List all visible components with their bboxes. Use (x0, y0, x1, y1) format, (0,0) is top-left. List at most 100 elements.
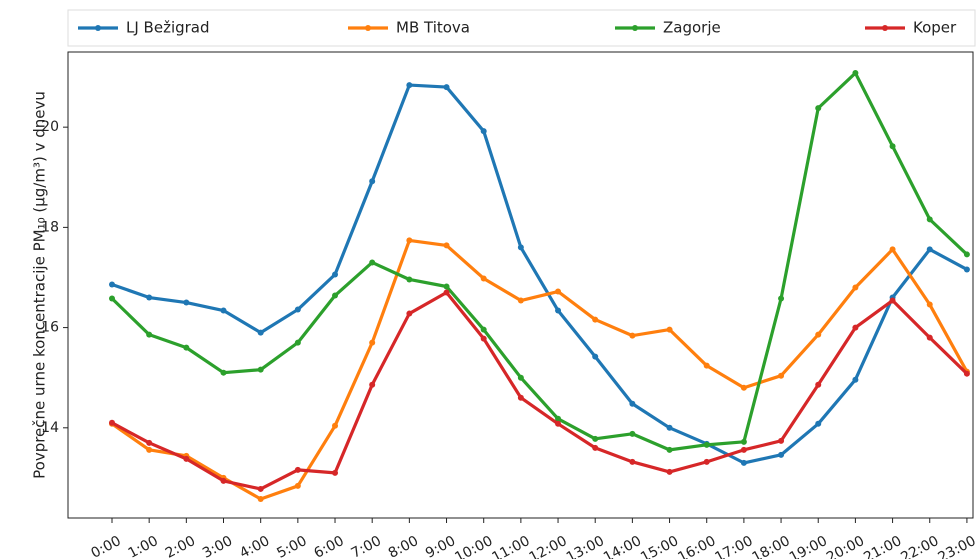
data-point (109, 281, 115, 288)
data-point (517, 394, 524, 401)
x-tick-label: 17:00 (712, 533, 755, 559)
data-point (926, 334, 933, 341)
data-point (703, 458, 710, 465)
series-line (111, 83, 968, 465)
plot-frame (67, 51, 974, 519)
data-point (778, 372, 785, 379)
data-point (517, 244, 524, 251)
data-point (666, 446, 673, 453)
legend-marker (365, 25, 371, 31)
legend-marker (882, 25, 888, 31)
series-line (111, 290, 969, 491)
data-point (406, 310, 413, 317)
data-point (629, 430, 636, 437)
x-tick-label: 2:00 (163, 533, 198, 559)
data-point (703, 441, 710, 448)
data-point (889, 143, 896, 150)
data-point (815, 381, 822, 388)
x-tick-label: 7:00 (349, 533, 384, 559)
data-point (257, 485, 264, 492)
data-point (517, 297, 524, 304)
x-tick-label: 22:00 (898, 533, 941, 559)
data-point (109, 295, 115, 302)
x-tick-label: 1:00 (126, 533, 161, 559)
data-point (592, 353, 599, 360)
x-tick-label: 19:00 (787, 533, 830, 559)
data-point (146, 294, 153, 301)
data-point (963, 370, 970, 377)
data-point (443, 283, 450, 290)
data-point (517, 374, 524, 381)
data-point (406, 237, 413, 244)
data-point (926, 246, 933, 253)
data-point (332, 469, 339, 476)
data-point (778, 295, 785, 302)
data-point (369, 259, 376, 266)
data-point (852, 324, 859, 331)
series-line (110, 71, 969, 452)
data-point (294, 482, 301, 489)
data-point (443, 242, 450, 249)
series-line (111, 238, 969, 501)
data-point (740, 438, 747, 445)
data-point (332, 271, 339, 278)
data-point (740, 446, 747, 453)
data-point (666, 468, 673, 475)
legend-label: LJ Bežigrad (126, 19, 210, 37)
x-tick-label: 3:00 (200, 533, 235, 559)
x-tick-label: 21:00 (861, 533, 904, 559)
data-point (778, 451, 785, 458)
data-point (852, 376, 859, 383)
data-point (220, 477, 227, 484)
data-point (740, 384, 747, 391)
y-tick-label: 16 (41, 320, 59, 336)
data-point (443, 289, 450, 296)
y-axis-label: Povprečne urne koncentracije PM₁₀ (µg/m³… (31, 91, 49, 479)
data-point (592, 435, 599, 442)
data-point (963, 266, 970, 273)
data-point (592, 316, 599, 323)
data-point (592, 444, 599, 451)
x-tick-label: 16:00 (675, 533, 718, 559)
data-point (369, 381, 376, 388)
x-tick-label: 8:00 (386, 533, 421, 559)
data-point (629, 332, 636, 339)
data-point (815, 420, 822, 427)
data-point (146, 331, 153, 338)
x-tick-label: 13:00 (564, 533, 607, 559)
legend-label: Koper (913, 19, 957, 37)
data-point (555, 307, 562, 314)
x-tick-label: 10:00 (452, 533, 495, 559)
data-point (109, 419, 115, 426)
data-point (406, 82, 413, 89)
data-point (555, 420, 562, 427)
legend-box (67, 9, 976, 47)
data-point (257, 495, 264, 502)
data-point (852, 70, 859, 77)
data-point (480, 326, 487, 333)
data-point (740, 459, 747, 466)
x-tick-label: 6:00 (311, 533, 346, 559)
data-point (294, 306, 301, 313)
data-point (183, 299, 190, 306)
data-point (257, 329, 264, 336)
data-point (294, 339, 301, 346)
x-tick-label: 4:00 (237, 533, 272, 559)
data-point (852, 284, 859, 291)
x-tick-label: 5:00 (274, 533, 309, 559)
data-point (666, 326, 673, 333)
data-point (183, 455, 190, 462)
data-point (555, 415, 562, 422)
x-tick-label: 20:00 (824, 533, 867, 559)
y-tick-label: 14 (41, 420, 59, 436)
data-point (220, 369, 227, 376)
data-point (294, 466, 301, 473)
legend-label: Zagorje (663, 19, 721, 37)
data-point (815, 105, 822, 112)
x-tick-label: 18:00 (750, 533, 793, 559)
data-point (629, 400, 636, 407)
data-point (815, 331, 822, 338)
x-tick-label: 11:00 (489, 533, 532, 559)
data-point (666, 424, 673, 431)
